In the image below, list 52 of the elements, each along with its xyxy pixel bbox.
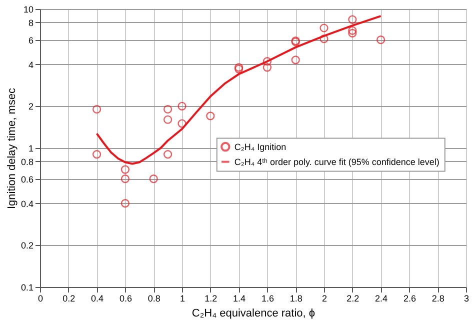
point [206,112,215,120]
point [120,165,130,174]
x-tick-label: 2.2 [346,294,360,304]
y-tick-label: 4 [28,60,34,70]
point [320,34,328,44]
point [120,199,130,208]
y-tick-label: 0.6 [20,174,34,184]
point [92,150,102,159]
x-tick-label: 2.4 [375,294,388,304]
x-tick-label: 0.4 [91,294,104,304]
x-tick-label: 0.8 [148,294,160,304]
point [348,15,357,24]
point [291,56,300,64]
point [320,24,328,32]
x-tick-label: 1 [180,294,186,304]
legend-label: C₂H₄ 4ᵗʰ order poly. curve fit (95% confidence level) [234,156,440,167]
point [376,36,386,44]
x-tick-label: 2.6 [403,294,416,304]
y-tick-label: 2 [28,102,34,112]
point [178,119,186,128]
y-tick-label: 0.1 [20,282,34,292]
point [178,102,186,110]
y-tick-label: 8 [28,18,34,28]
y-axis-title: Ignition delay time, msec [6,87,18,210]
y-tick-label: 0.4 [20,198,34,209]
point [92,104,102,114]
x-tick-label: 2.8 [432,294,444,304]
legend-label: C₂H₄ Ignition [234,142,286,152]
y-tick-label: 0.2 [20,240,34,251]
x-tick-label: 0 [38,294,44,304]
point [163,115,172,124]
x-tick-label: 3 [464,294,470,304]
point [149,174,158,184]
x-tick-label: 0.2 [62,294,76,304]
y-tick-label: 0.8 [20,156,34,167]
x-tick-label: 1.2 [204,294,218,304]
point [262,63,272,72]
point [163,104,172,114]
y-tick-label: 10 [23,4,34,14]
y-tick-label: 1 [28,144,34,154]
y-tick-label: 6 [28,35,34,46]
x-axis-title: C₂H₄ equivalence ratio, ϕ [192,308,316,320]
point [348,28,357,38]
x-tick-label: 1.6 [261,294,274,304]
x-tick-label: 2 [322,294,328,304]
x-tick-label: 1.8 [290,294,302,304]
point [163,150,172,159]
x-tick-label: 0.6 [119,294,132,304]
point [120,174,130,184]
point [348,26,357,35]
point [262,57,272,66]
x-tick-label: 1.4 [233,294,246,304]
